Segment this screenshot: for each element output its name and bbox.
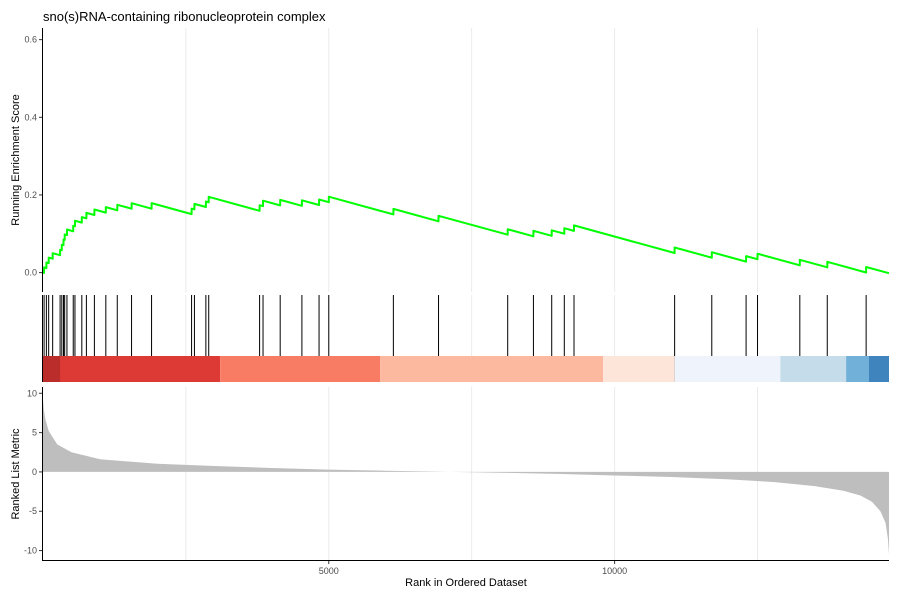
x-ticks: 5000 10000 <box>319 561 627 576</box>
ranked-metric-area <box>43 399 889 555</box>
metric-y-axis-label: Ranked List Metric <box>10 428 22 520</box>
color-bar-segment <box>220 356 381 382</box>
es-y-axis-label: Running Enrichment Score <box>10 94 22 225</box>
hit-panel <box>42 295 889 382</box>
es-y-ticks: 0.0 0.2 0.4 0.6 <box>24 35 42 278</box>
metric-y-tick-label: -10 <box>24 546 37 556</box>
metric-y-tick-label: 10 <box>27 388 37 398</box>
metric-y-tick-label: 0 <box>32 467 37 477</box>
metric-panel: -10 -5 0 5 10 5000 10000 Ranked List Metric R… <box>10 387 889 589</box>
x-tick-label: 10000 <box>602 566 627 576</box>
x-tick-label: 5000 <box>319 566 339 576</box>
es-gridlines <box>185 28 759 292</box>
chart-title: sno(s)RNA-containing ribonucleoprotein c… <box>43 9 326 24</box>
es-panel: 0.0 0.2 0.4 0.6 Running Enrichment Score <box>10 28 890 292</box>
es-y-tick-label: 0.6 <box>24 35 37 45</box>
color-bar-segment <box>380 356 604 382</box>
x-axis-label: Rank in Ordered Dataset <box>405 577 527 589</box>
es-line <box>42 195 890 275</box>
es-y-tick-label: 0.0 <box>24 268 37 278</box>
color-bar-segment <box>43 356 221 382</box>
metric-y-tick-label: 5 <box>32 428 37 438</box>
color-bar-segment <box>603 356 675 382</box>
es-y-tick-label: 0.2 <box>24 190 37 200</box>
ranked-color-bar <box>43 356 889 382</box>
color-bar-segment <box>780 356 847 382</box>
color-bar-segment <box>674 356 781 382</box>
color-bar-segment <box>868 356 889 382</box>
es-y-tick-label: 0.4 <box>24 112 37 122</box>
color-bar-segment <box>43 356 61 382</box>
metric-y-tick-label: -5 <box>29 506 37 516</box>
color-bar-segment <box>846 356 869 382</box>
metric-y-ticks: -10 -5 0 5 10 <box>24 388 42 556</box>
